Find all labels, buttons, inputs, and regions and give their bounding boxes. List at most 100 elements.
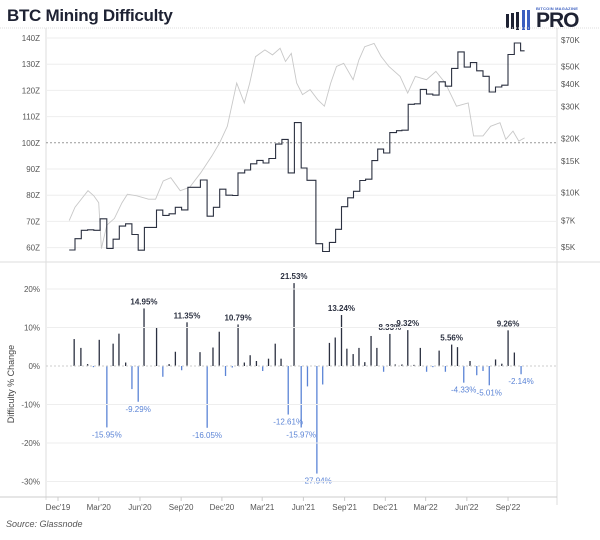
- difficulty-change-bar: [218, 331, 220, 366]
- difficulty-change-bar: [243, 362, 245, 366]
- right-tick-label: $30K: [561, 102, 580, 111]
- difficulty-change-bar: [376, 347, 378, 366]
- bar-data-label: -5.01%: [477, 388, 502, 397]
- y-tick-label: 10%: [24, 324, 40, 333]
- btc-price-line: [68, 42, 525, 249]
- difficulty-change-bar: [86, 364, 89, 366]
- difficulty-change-bar: [401, 364, 403, 366]
- difficulty-change-bar: [237, 324, 239, 366]
- y-tick-label: -30%: [21, 478, 40, 487]
- difficulty-change-bar: [125, 362, 127, 366]
- x-tick-label: Jun'21: [292, 503, 316, 512]
- left-tick-label: 70Z: [26, 217, 40, 226]
- difficulty-change-bar: [306, 366, 309, 387]
- difficulty-change-bar: [255, 360, 258, 366]
- difficulty-change-bar: [155, 327, 158, 366]
- bar-data-label: 9.32%: [396, 319, 419, 328]
- bar-data-label: -9.29%: [125, 405, 150, 414]
- difficulty-change-bar: [316, 366, 318, 474]
- right-tick-label: $10K: [561, 189, 580, 198]
- left-tick-label: 140Z: [22, 34, 40, 43]
- bar-data-label: 13.24%: [328, 304, 355, 313]
- right-tick-label: $70K: [561, 36, 580, 45]
- bar-data-label: -16.05%: [192, 431, 222, 440]
- x-tick-label: Mar'20: [87, 503, 112, 512]
- difficulty-change-bar: [456, 347, 459, 366]
- difficulty-change-bar: [370, 335, 372, 366]
- difficulty-change-bar: [224, 366, 227, 377]
- bar-data-label: -12.61%: [273, 418, 303, 427]
- right-tick-label: $5K: [561, 243, 576, 252]
- difficulty-change-bar: [73, 339, 75, 366]
- bitcoin-magazine-pro-logo: BITCOIN MAGAZINE PRO: [504, 6, 594, 32]
- difficulty-change-bar: [463, 366, 465, 383]
- difficulty-change-bar: [389, 333, 391, 366]
- difficulty-change-bar: [340, 315, 343, 366]
- left-tick-label: 100Z: [22, 139, 40, 148]
- difficulty-change-bar: [520, 366, 522, 375]
- y-tick-label: 20%: [24, 285, 40, 294]
- left-tick-label: 110Z: [22, 113, 40, 122]
- difficulty-change-bar: [444, 366, 447, 372]
- difficulty-change-bar: [501, 363, 503, 366]
- bottom-y-axis-label: Difficulty % Change: [6, 345, 16, 423]
- left-tick-label: 60Z: [26, 244, 40, 253]
- x-tick-label: Dec'21: [373, 503, 398, 512]
- difficulty-change-bar: [438, 350, 440, 366]
- logo-small-text: BITCOIN MAGAZINE: [536, 6, 579, 11]
- difficulty-change-bar: [425, 366, 428, 372]
- difficulty-change-bar: [358, 347, 360, 366]
- difficulty-change-bar: [98, 339, 100, 366]
- bar-data-label: 10.79%: [224, 313, 251, 322]
- difficulty-change-bar: [287, 366, 289, 415]
- x-tick-label: Mar'21: [250, 503, 275, 512]
- x-tick-label: Mar'22: [414, 503, 439, 512]
- difficulty-change-bar: [131, 366, 133, 390]
- difficulty-change-bar: [106, 366, 108, 428]
- difficulty-change-bar: [300, 366, 302, 428]
- difficulty-change-bar: [293, 283, 295, 366]
- difficulty-change-bar: [413, 364, 415, 366]
- x-tick-label: Dec'19: [46, 503, 71, 512]
- difficulty-change-bar: [364, 362, 366, 366]
- difficulty-change-bar: [80, 347, 82, 366]
- logo-stripes-icon: [506, 10, 530, 30]
- difficulty-change-bar: [328, 342, 331, 366]
- difficulty-change-bar: [322, 366, 324, 385]
- difficulty-change-bar: [143, 308, 145, 366]
- difficulty-change-bar: [174, 351, 177, 366]
- difficulty-change-bar: [451, 344, 453, 366]
- difficulty-change-bar: [274, 343, 276, 366]
- y-tick-label: -10%: [21, 401, 40, 410]
- bar-data-label: 5.56%: [440, 334, 463, 343]
- bar-data-label: -4.33%: [451, 386, 476, 395]
- difficulty-change-bar: [112, 343, 114, 366]
- difficulty-change-bar: [494, 359, 497, 366]
- difficulty-change-bar: [206, 366, 208, 428]
- difficulty-change-bar: [432, 366, 434, 368]
- left-tick-label: 130Z: [22, 60, 40, 69]
- bar-data-label: 14.95%: [130, 297, 157, 306]
- right-tick-label: $50K: [561, 62, 580, 71]
- difficulty-change-bar: [346, 348, 348, 366]
- right-tick-label: $15K: [561, 157, 580, 166]
- difficulty-change-bar: [394, 364, 396, 366]
- difficulty-change-bar: [249, 355, 251, 366]
- difficulty-change-bar: [419, 347, 421, 366]
- right-tick-label: $7K: [561, 217, 576, 226]
- difficulty-step-line: [69, 42, 525, 253]
- difficulty-change-bar: [476, 366, 478, 376]
- x-tick-label: Dec'20: [210, 503, 235, 512]
- difficulty-change-bar: [186, 322, 188, 366]
- difficulty-change-bar: [180, 366, 183, 371]
- left-tick-label: 80Z: [26, 191, 40, 200]
- bar-data-label: -2.14%: [508, 377, 533, 386]
- y-tick-label: 0%: [28, 362, 40, 371]
- difficulty-change-bar: [280, 358, 282, 366]
- difficulty-change-bar: [118, 333, 120, 366]
- difficulty-change-bar: [168, 364, 170, 366]
- bar-data-label: 11.35%: [174, 311, 201, 320]
- right-tick-label: $20K: [561, 134, 580, 143]
- left-tick-label: 120Z: [22, 86, 40, 95]
